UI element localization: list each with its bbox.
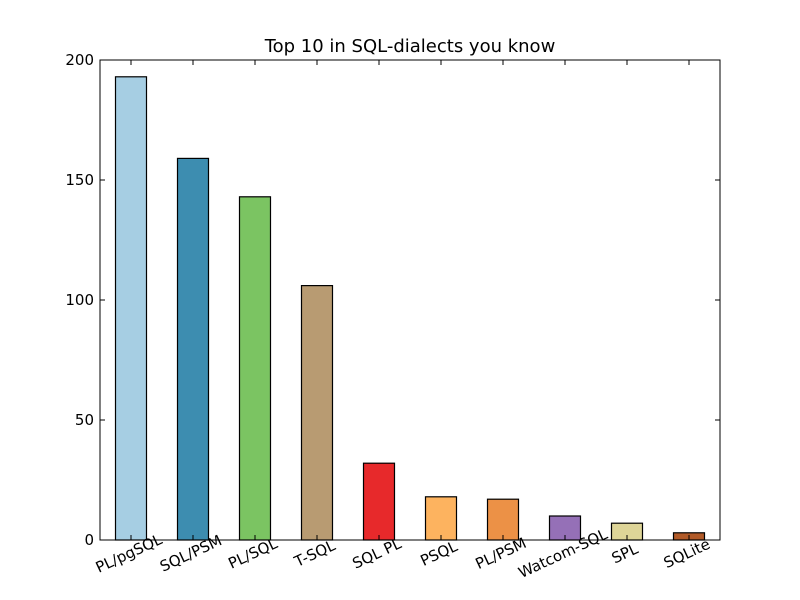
bar-t-sql — [300, 285, 334, 541]
plot-frame — [99, 59, 721, 541]
y-tick-label: 150 — [65, 171, 94, 189]
bar-sql-pl — [362, 462, 396, 541]
y-axis: 0 50 100 150 200 — [65, 51, 720, 549]
bar-pl-psm — [486, 498, 520, 541]
y-tick-label: 50 — [75, 411, 94, 429]
bar-watcom-sql — [548, 515, 582, 541]
bar-sql-psm — [176, 157, 210, 541]
y-tick-label: 200 — [65, 51, 94, 69]
bar-pl-sql — [238, 196, 272, 541]
y-tick-label: 100 — [65, 291, 94, 309]
chart-title: Top 10 in SQL-dialects you know — [264, 36, 556, 57]
y-tick-label: 0 — [84, 531, 94, 549]
bars-group — [114, 76, 706, 541]
bar-pl-pgsql — [114, 76, 148, 541]
bar-psql — [424, 496, 458, 541]
